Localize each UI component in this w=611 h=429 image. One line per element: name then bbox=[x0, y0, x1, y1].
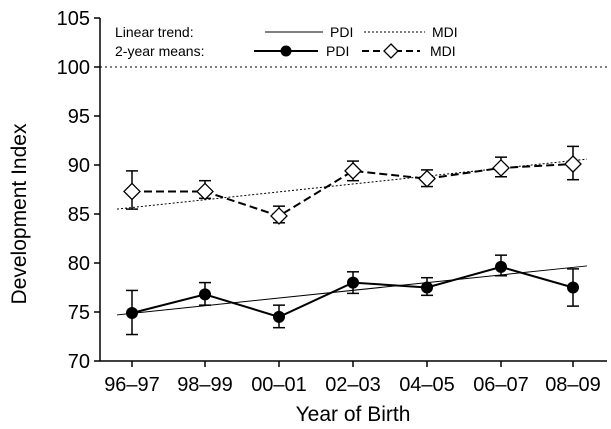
data-point-mdi bbox=[418, 169, 436, 188]
data-point-pdi bbox=[199, 288, 211, 301]
legend-swatch-means-pdi-marker bbox=[280, 45, 292, 57]
data-point-pdi bbox=[273, 310, 285, 323]
y-tick-label: 85 bbox=[68, 204, 90, 226]
y-tick-label: 80 bbox=[68, 253, 90, 275]
legend-swatch-means-mdi-marker bbox=[383, 43, 399, 59]
trend-line-pdi bbox=[116, 265, 588, 316]
series-mdi bbox=[123, 145, 582, 225]
trend-line-layer bbox=[116, 158, 588, 316]
series-pdi bbox=[126, 254, 579, 336]
legend-label-means-mdi: MDI bbox=[430, 43, 456, 59]
data-point-pdi bbox=[347, 276, 359, 289]
x-tick-label: 06–07 bbox=[473, 374, 529, 396]
data-point-pdi bbox=[567, 281, 579, 294]
x-tick-label: 04–05 bbox=[399, 374, 455, 396]
data-point-pdi bbox=[421, 281, 433, 294]
x-tick-label: 98–99 bbox=[177, 374, 233, 396]
y-tick-label: 95 bbox=[68, 106, 90, 128]
x-tick-label: 96–97 bbox=[104, 374, 160, 396]
axes bbox=[94, 17, 607, 367]
data-point-pdi bbox=[495, 260, 507, 273]
x-tick-label: 02–03 bbox=[325, 374, 381, 396]
x-tick-label: 00–01 bbox=[251, 374, 307, 396]
legend-label-means-pdi: PDI bbox=[326, 43, 349, 59]
y-tick-label: 70 bbox=[68, 351, 90, 373]
y-tick-label: 75 bbox=[68, 302, 90, 324]
series-layer bbox=[123, 145, 582, 336]
y-axis-title: Development Index bbox=[8, 123, 31, 304]
legend-label-trend-mdi: MDI bbox=[432, 24, 458, 40]
y-tick-label: 90 bbox=[68, 155, 90, 177]
tick-labels: 70 75 80 85 90 95 100 105 96–97 98–99 00–01 02–03 04… bbox=[57, 8, 601, 396]
x-axis-title: Year of Birth bbox=[296, 403, 411, 426]
data-point-pdi bbox=[126, 306, 138, 319]
data-point-mdi bbox=[564, 155, 582, 173]
data-point-mdi bbox=[270, 207, 288, 225]
data-point-mdi bbox=[492, 159, 510, 177]
legend-label-trend-pdi: PDI bbox=[330, 24, 353, 40]
x-tick-label: 08–09 bbox=[545, 374, 601, 396]
data-point-mdi bbox=[344, 161, 362, 180]
legend-row-label-means: 2-year means: bbox=[115, 43, 204, 59]
legend-row-label-trend: Linear trend: bbox=[115, 24, 194, 40]
y-tick-label: 100 bbox=[57, 57, 90, 79]
data-point-mdi bbox=[196, 182, 214, 201]
legend: Linear trend: PDI MDI 2-year means: PDI … bbox=[115, 24, 458, 59]
y-tick-label: 105 bbox=[57, 8, 90, 30]
data-point-mdi bbox=[123, 182, 141, 201]
